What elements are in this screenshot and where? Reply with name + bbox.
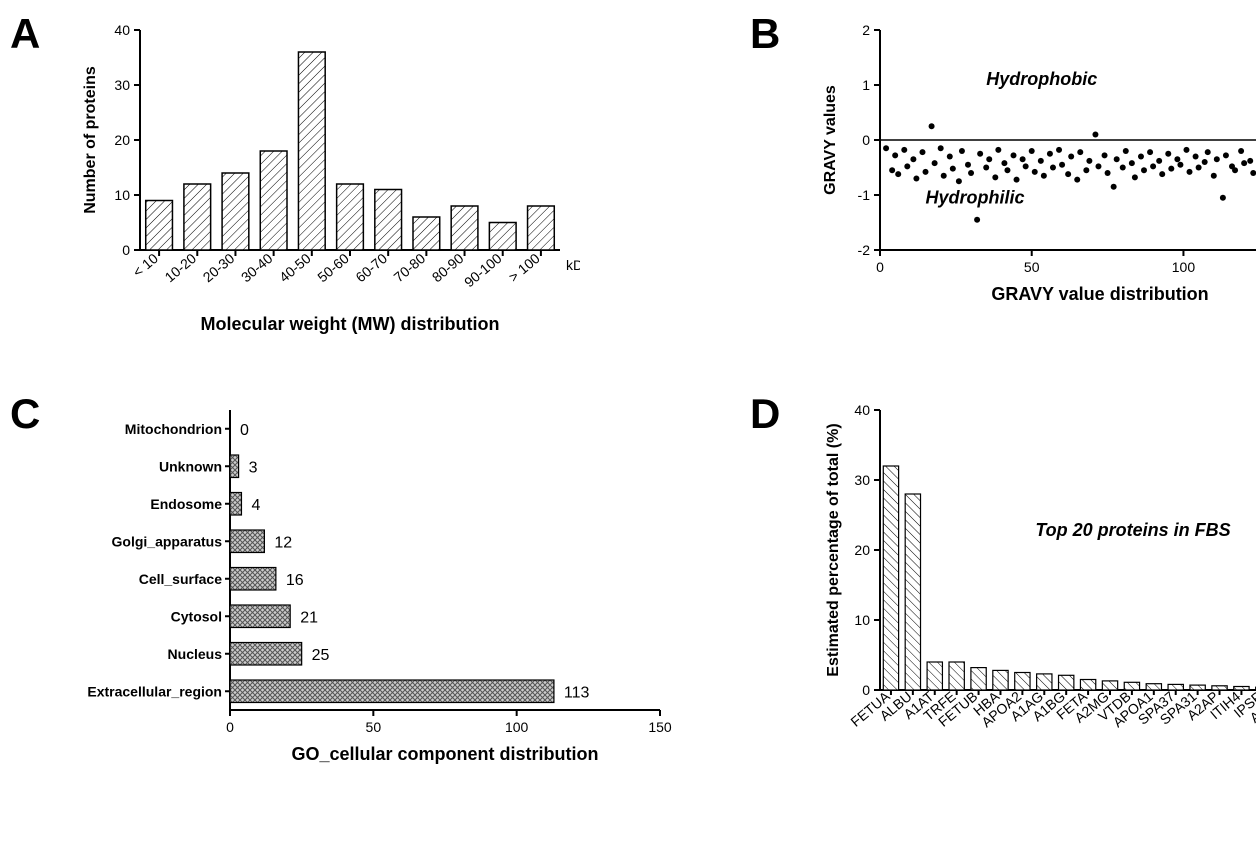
svg-text:3: 3 bbox=[249, 459, 258, 476]
svg-text:Endosome: Endosome bbox=[150, 496, 222, 512]
svg-text:30: 30 bbox=[114, 77, 130, 93]
svg-text:40-50: 40-50 bbox=[276, 250, 314, 285]
svg-text:Hydrophilic: Hydrophilic bbox=[926, 187, 1025, 207]
panel-a: A 010203040< 1010-2020-3030-4040-5050-60… bbox=[20, 20, 700, 360]
svg-text:GRAVY value distribution: GRAVY value distribution bbox=[991, 284, 1208, 304]
svg-text:-1: -1 bbox=[858, 187, 871, 203]
svg-text:Nucleus: Nucleus bbox=[168, 646, 223, 662]
svg-text:GRAVY values: GRAVY values bbox=[822, 85, 839, 195]
svg-text:0: 0 bbox=[226, 719, 234, 735]
figure-grid: A 010203040< 1010-2020-3030-4040-5050-60… bbox=[20, 20, 1236, 780]
svg-text:20: 20 bbox=[854, 542, 870, 558]
svg-text:50: 50 bbox=[366, 719, 382, 735]
svg-text:2: 2 bbox=[862, 22, 870, 38]
svg-text:Cell_surface: Cell_surface bbox=[139, 571, 222, 587]
svg-text:50: 50 bbox=[1024, 259, 1040, 275]
panel-b-chart: -2 -1 0 1 2 0 50 100 Hydrophobic Hydrophilic GRAVY… bbox=[820, 20, 1256, 320]
svg-text:Extracellular_region: Extracellular_region bbox=[87, 683, 222, 699]
svg-text:Molecular weight (MW) distribu: Molecular weight (MW) distribution bbox=[201, 314, 500, 334]
svg-text:70-80: 70-80 bbox=[391, 250, 429, 285]
panel-d-label: D bbox=[750, 390, 780, 438]
svg-text:20-30: 20-30 bbox=[200, 250, 238, 285]
svg-text:GO_cellular component distribu: GO_cellular component distribution bbox=[291, 744, 598, 764]
svg-text:16: 16 bbox=[286, 572, 304, 589]
svg-text:40: 40 bbox=[854, 402, 870, 418]
svg-text:10-20: 10-20 bbox=[161, 250, 199, 285]
panel-d-chart: 010203040FETUAALBUA1ATTRFEFETUBHBAAPOA2A… bbox=[820, 400, 1256, 780]
svg-text:150: 150 bbox=[648, 719, 672, 735]
svg-text:25: 25 bbox=[312, 647, 330, 664]
svg-text:10: 10 bbox=[854, 612, 870, 628]
svg-text:113: 113 bbox=[564, 684, 590, 701]
panel-b-label: B bbox=[750, 10, 780, 58]
svg-text:100: 100 bbox=[505, 719, 529, 735]
panel-a-label: A bbox=[10, 10, 40, 58]
svg-text:40: 40 bbox=[114, 22, 130, 38]
svg-text:60-70: 60-70 bbox=[352, 250, 390, 285]
svg-text:0: 0 bbox=[876, 259, 884, 275]
svg-text:kDa: kDa bbox=[566, 257, 580, 273]
svg-text:90-100: 90-100 bbox=[461, 250, 505, 290]
svg-text:1: 1 bbox=[862, 77, 870, 93]
svg-text:80-90: 80-90 bbox=[429, 250, 467, 285]
svg-text:4: 4 bbox=[251, 497, 260, 514]
svg-text:0: 0 bbox=[240, 422, 249, 439]
panel-c: C 050100150Mitochondrion0Unknown3Endosom… bbox=[20, 400, 700, 780]
svg-text:20: 20 bbox=[114, 132, 130, 148]
svg-text:Golgi_apparatus: Golgi_apparatus bbox=[112, 533, 223, 549]
svg-text:10: 10 bbox=[114, 187, 130, 203]
panel-c-chart: 0 50 100 150 Mitochondrion 0 Unknown 3 Endosome 4… bbox=[60, 400, 700, 780]
svg-text:50-60: 50-60 bbox=[314, 250, 352, 285]
svg-text:0: 0 bbox=[122, 242, 130, 258]
panel-b: B -2-1012050100HydrophobicHydrophilicGRA… bbox=[760, 20, 1256, 360]
svg-text:Estimated percentage of total: Estimated percentage of total (%) bbox=[825, 423, 842, 676]
svg-text:30-40: 30-40 bbox=[238, 250, 276, 285]
svg-text:-2: -2 bbox=[858, 242, 871, 258]
svg-text:Hydrophobic: Hydrophobic bbox=[986, 69, 1097, 89]
svg-text:12: 12 bbox=[274, 534, 292, 551]
panel-a-chart: 0 10 20 30 40 < 1010-2020-3030-4040-5050-6060… bbox=[80, 20, 580, 360]
svg-text:100: 100 bbox=[1172, 259, 1196, 275]
svg-text:Cytosol: Cytosol bbox=[171, 608, 222, 624]
svg-text:Number of proteins: Number of proteins bbox=[82, 66, 99, 214]
svg-text:0: 0 bbox=[862, 132, 870, 148]
svg-text:0: 0 bbox=[862, 682, 870, 698]
svg-text:< 10: < 10 bbox=[130, 250, 162, 280]
svg-text:> 100: > 100 bbox=[505, 250, 543, 285]
svg-text:Unknown: Unknown bbox=[159, 458, 222, 474]
svg-text:30: 30 bbox=[854, 472, 870, 488]
panel-d: D 010203040FETUAALBUA1ATTRFEFETUBHBAAPOA… bbox=[760, 400, 1256, 780]
svg-text:Mitochondrion: Mitochondrion bbox=[125, 421, 222, 437]
svg-text:21: 21 bbox=[300, 609, 318, 626]
panel-c-label: C bbox=[10, 390, 40, 438]
svg-text:Top 20 proteins in FBS: Top 20 proteins in FBS bbox=[1035, 520, 1230, 540]
